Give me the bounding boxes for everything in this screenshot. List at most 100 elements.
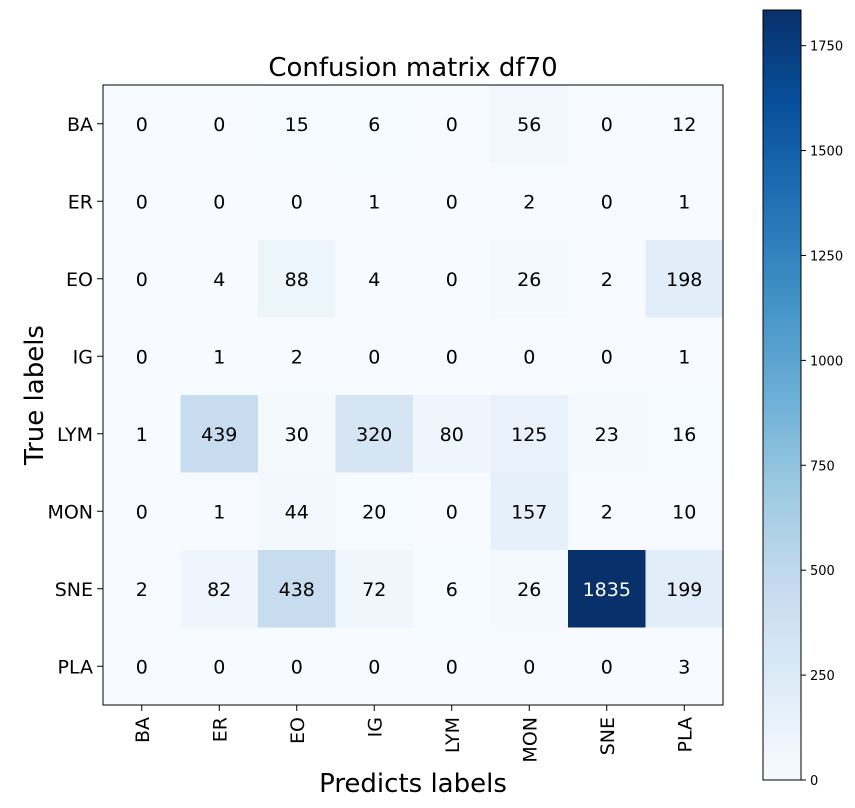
heatmap-cell (258, 627, 336, 706)
cell-value-label: 125 (511, 424, 547, 446)
cell-value-label: 1 (678, 191, 690, 213)
cell-value-label: 0 (368, 346, 380, 368)
x-tick-label: ER (209, 717, 231, 742)
heatmap-cell (103, 85, 181, 163)
cell-value-label: 4 (368, 269, 380, 291)
cell-value-label: 0 (136, 346, 148, 368)
heatmap-cell (335, 240, 414, 318)
cell-value-label: 0 (213, 191, 225, 213)
heatmap-cell (645, 627, 724, 706)
y-tick-label: BA (67, 114, 93, 136)
heatmap-cell (490, 395, 569, 473)
heatmap-cell (258, 317, 336, 396)
heatmap-cell (180, 162, 259, 241)
cell-value-label: 1835 (583, 579, 631, 601)
cell-value-label: 0 (601, 656, 613, 678)
colorbar-tick-label: 1000 (810, 354, 843, 369)
heatmap-cell (490, 317, 569, 396)
heatmap-cell (568, 627, 646, 706)
heatmap-cell (568, 550, 646, 628)
x-tick-label: LYM (442, 717, 464, 753)
heatmap-cell (413, 240, 491, 318)
cell-value-label: 0 (601, 346, 613, 368)
y-tick-label: SNE (55, 579, 93, 601)
heatmap-cell (490, 627, 569, 706)
colorbar-ticks: 0 250 500 750 1000 1250 1500 1750 (801, 40, 843, 789)
colorbar-tick-label: 500 (810, 564, 835, 579)
cell-value-label: 1 (213, 346, 225, 368)
heatmap-cell (258, 240, 336, 318)
colorbar-tick-label: 1250 (810, 249, 843, 264)
cell-value-label: 10 (672, 501, 696, 523)
heatmap-cell (180, 240, 259, 318)
heatmap-cell (568, 317, 646, 396)
x-tick-label: EO (287, 717, 309, 744)
colorbar-tick-label: 250 (810, 669, 835, 684)
cell-value-label: 80 (440, 424, 464, 446)
heatmap-cell (413, 472, 491, 551)
x-tick-label: IG (364, 717, 386, 737)
cell-value-label: 0 (523, 346, 535, 368)
cell-value-label: 0 (368, 656, 380, 678)
x-tick-label: SNE (597, 717, 619, 755)
cell-value-label: 1 (136, 424, 148, 446)
heatmap-cell (103, 162, 181, 241)
cell-value-label: 2 (291, 346, 303, 368)
heatmap-cell (413, 317, 491, 396)
x-tick-label: MON (519, 717, 541, 763)
cell-value-label: 0 (446, 269, 458, 291)
y-tick-label: LYM (57, 424, 93, 446)
cell-value-label: 1 (368, 191, 380, 213)
heatmap-cell (335, 472, 414, 551)
heatmap-cell (645, 472, 724, 551)
heatmap-cell (180, 472, 259, 551)
heatmap-cell (490, 240, 569, 318)
heatmap-cell (103, 472, 181, 551)
cell-value-label: 88 (285, 269, 309, 291)
heatmap-cell (568, 162, 646, 241)
heatmap-cell (645, 240, 724, 318)
cell-value-label: 439 (201, 424, 237, 446)
heatmap-cell (103, 240, 181, 318)
cell-value-label: 320 (356, 424, 392, 446)
chart-title: Confusion matrix df70 (268, 53, 557, 83)
heatmap-cell (335, 317, 414, 396)
cell-value-label: 26 (517, 579, 541, 601)
heatmap-cell (335, 627, 414, 706)
y-axis-label: True labels (20, 325, 50, 466)
heatmap-cell (490, 472, 569, 551)
cell-value-label: 2 (523, 191, 535, 213)
colorbar-tick-label: 1750 (810, 40, 843, 55)
colorbar-tick-label: 1500 (810, 145, 843, 160)
cell-value-label: 23 (595, 424, 619, 446)
heatmap-cell (180, 627, 259, 706)
heatmap-cell (490, 162, 569, 241)
y-axis-ticks: BA ER EO IG LYM MON SNE PLA (47, 114, 103, 678)
cell-value-label: 0 (523, 656, 535, 678)
cell-value-label: 30 (285, 424, 309, 446)
cell-value-label: 6 (446, 579, 458, 601)
cell-value-label: 0 (446, 114, 458, 136)
cell-value-label: 199 (666, 579, 702, 601)
colorbar-tick-label: 0 (810, 774, 818, 789)
cell-value-label: 0 (136, 191, 148, 213)
heatmap-cell (180, 317, 259, 396)
cell-value-label: 26 (517, 269, 541, 291)
heatmap-cell (645, 395, 724, 473)
cell-value-label: 72 (362, 579, 386, 601)
cell-value-label: 20 (362, 501, 386, 523)
heatmap-cell (568, 240, 646, 318)
heatmap-cell (645, 85, 724, 163)
heatmap-cell (645, 162, 724, 241)
cell-value-label: 0 (136, 501, 148, 523)
cell-value-label: 82 (207, 579, 231, 601)
cell-value-label: 0 (136, 656, 148, 678)
heatmap-cell (490, 550, 569, 628)
heatmap-cell (103, 627, 181, 706)
heatmap-cell (258, 472, 336, 551)
heatmap-cell (180, 550, 259, 628)
heatmap-cell (103, 550, 181, 628)
heatmap-cell (180, 395, 259, 473)
heatmap-cell (568, 85, 646, 163)
